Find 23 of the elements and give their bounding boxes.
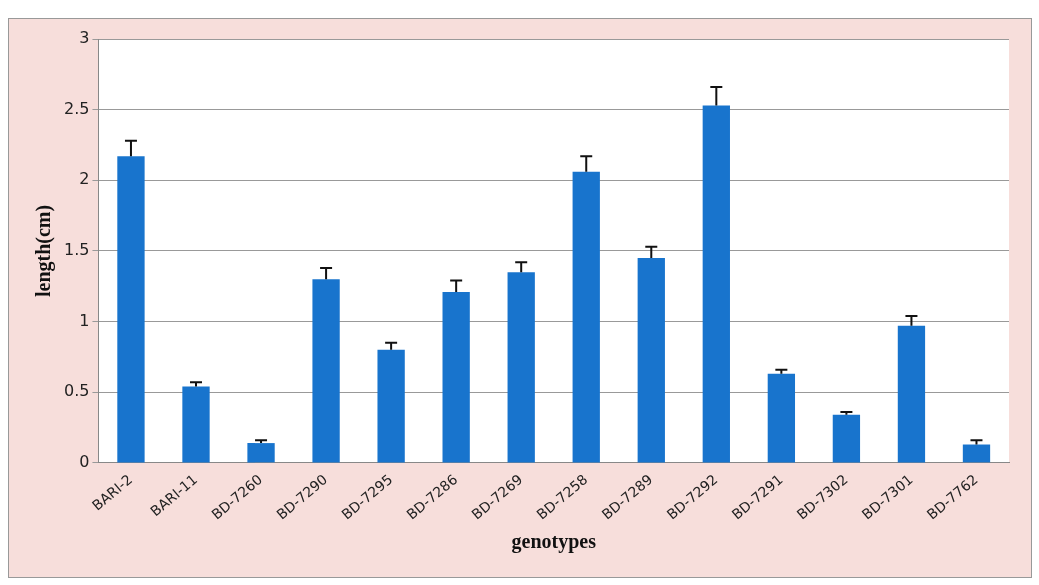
y-tick-label: 3: [79, 28, 90, 48]
bar: [962, 444, 991, 463]
bar: [377, 349, 405, 463]
y-tick-label: 2: [79, 169, 90, 189]
bar: [247, 443, 275, 463]
bar: [702, 105, 730, 463]
y-tick-label: 1.5: [63, 240, 90, 260]
bar: [897, 325, 926, 463]
bar: [507, 272, 535, 463]
bar: [117, 156, 145, 463]
bar: [442, 291, 470, 463]
bar: [182, 386, 210, 463]
x-axis-title: genotypes: [511, 530, 597, 554]
y-tick-label: 0.5: [63, 381, 90, 401]
bar: [312, 279, 340, 463]
bar: [832, 414, 861, 463]
y-tick-label: 2.5: [63, 98, 90, 118]
y-tick-label: 1: [79, 310, 90, 330]
bar: [767, 373, 796, 463]
y-axis-title: length(cm): [32, 204, 56, 298]
bar: [637, 258, 665, 463]
y-tick-label: 0: [79, 452, 90, 472]
bar: [572, 171, 600, 463]
